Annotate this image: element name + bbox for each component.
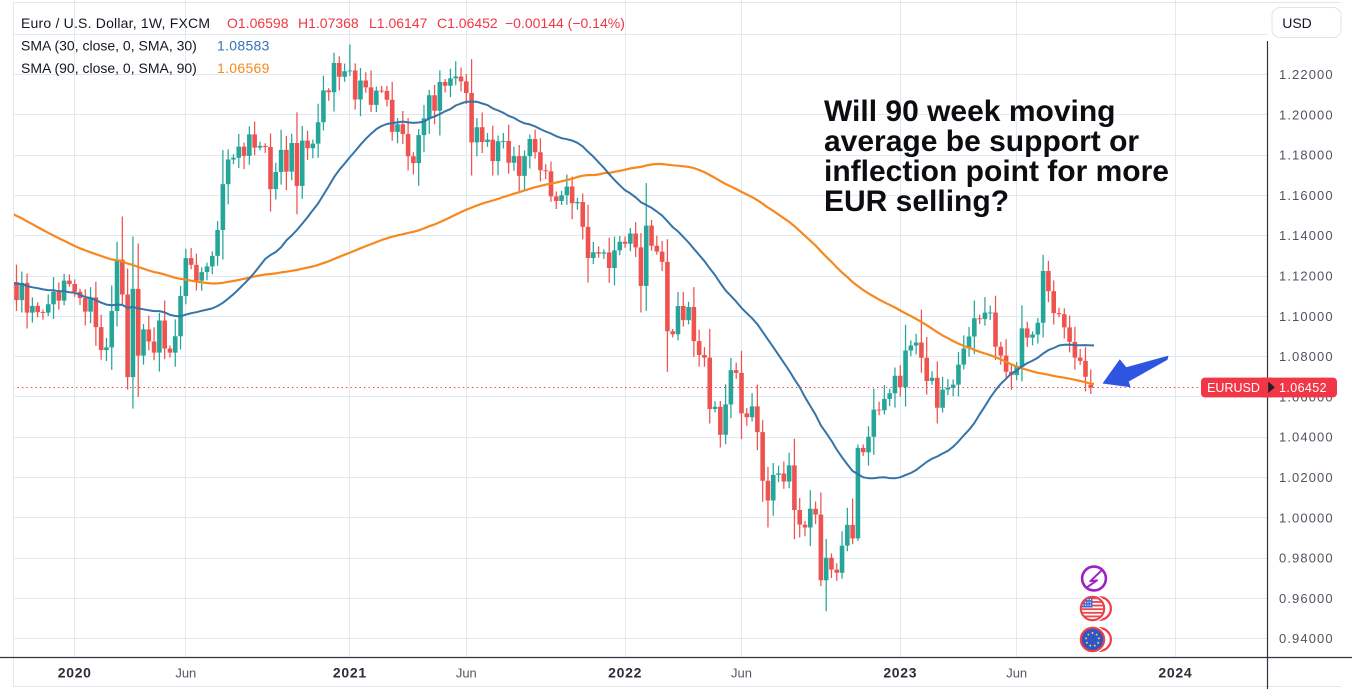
- svg-text:Jun: Jun: [1006, 666, 1027, 681]
- svg-text:Jun: Jun: [731, 666, 752, 681]
- svg-text:C1.06452: C1.06452: [437, 15, 498, 31]
- svg-text:1.06452: 1.06452: [1279, 381, 1327, 395]
- svg-text:1.02000: 1.02000: [1279, 470, 1334, 485]
- svg-text:Euro / U.S. Dollar, 1W, FXCM: Euro / U.S. Dollar, 1W, FXCM: [21, 15, 210, 31]
- svg-text:1.08000: 1.08000: [1279, 349, 1334, 364]
- svg-text:0.98000: 0.98000: [1279, 551, 1334, 566]
- svg-text:1.08583: 1.08583: [217, 38, 270, 54]
- svg-text:2020: 2020: [58, 665, 92, 681]
- svg-text:1.12000: 1.12000: [1279, 269, 1334, 284]
- svg-text:inflection point for more: inflection point for more: [824, 155, 1169, 188]
- svg-text:1.18000: 1.18000: [1279, 148, 1334, 163]
- svg-text:L1.06147: L1.06147: [369, 15, 428, 31]
- svg-text:EUR selling?: EUR selling?: [824, 185, 1009, 218]
- svg-text:1.04000: 1.04000: [1279, 430, 1334, 445]
- svg-text:average be support or: average be support or: [824, 125, 1139, 158]
- svg-text:0.96000: 0.96000: [1279, 591, 1334, 606]
- svg-text:H1.07368: H1.07368: [298, 15, 359, 31]
- svg-text:1.16000: 1.16000: [1279, 188, 1334, 203]
- svg-text:1.10000: 1.10000: [1279, 309, 1334, 324]
- svg-text:Jun: Jun: [175, 666, 196, 681]
- svg-text:2023: 2023: [883, 665, 917, 681]
- svg-text:1.22000: 1.22000: [1279, 67, 1334, 82]
- svg-text:0.94000: 0.94000: [1279, 631, 1334, 646]
- svg-text:Will 90 week moving: Will 90 week moving: [824, 95, 1116, 128]
- svg-text:O1.06598: O1.06598: [227, 15, 289, 31]
- svg-text:2021: 2021: [333, 665, 367, 681]
- svg-text:USD: USD: [1282, 15, 1312, 31]
- svg-text:SMA (90, close, 0, SMA, 90): SMA (90, close, 0, SMA, 90): [21, 60, 197, 76]
- svg-text:2024: 2024: [1158, 665, 1192, 681]
- svg-text:1.14000: 1.14000: [1279, 228, 1334, 243]
- svg-text:1.20000: 1.20000: [1279, 107, 1334, 122]
- svg-text:SMA (30, close, 0, SMA, 30): SMA (30, close, 0, SMA, 30): [21, 38, 197, 54]
- svg-text:2022: 2022: [608, 665, 642, 681]
- svg-text:Jun: Jun: [456, 666, 477, 681]
- svg-text:−0.00144 (−0.14%): −0.00144 (−0.14%): [505, 15, 625, 31]
- svg-text:1.06569: 1.06569: [217, 60, 270, 76]
- svg-text:EURUSD: EURUSD: [1207, 381, 1260, 395]
- svg-text:1.00000: 1.00000: [1279, 510, 1334, 525]
